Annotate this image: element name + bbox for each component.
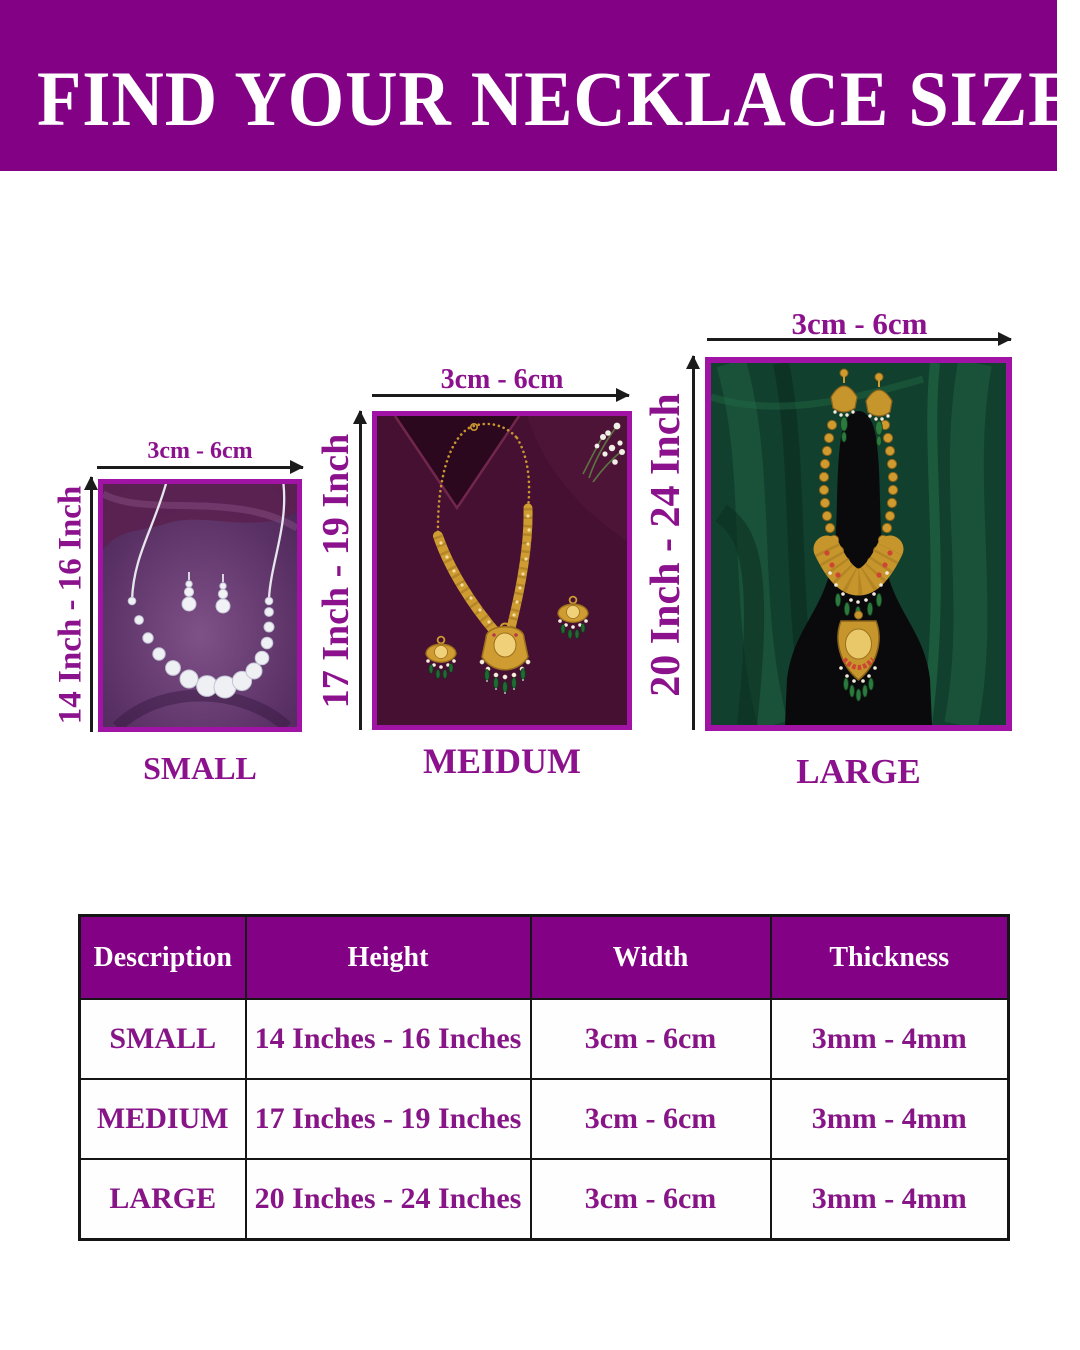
- page-title: FIND YOUR NECKLACE SIZE: [36, 55, 1078, 142]
- size-label-medium: MEIDUM: [423, 741, 581, 781]
- cell-description: SMALL: [78, 998, 247, 1080]
- pendant: [837, 610, 880, 702]
- cell-thickness: 3mm - 4mm: [769, 1078, 1010, 1160]
- earrings: [425, 595, 589, 679]
- arrow-up-icon: [84, 476, 98, 732]
- silver-necklace-illustration: [103, 484, 297, 727]
- bust: [785, 411, 932, 725]
- earrings: [830, 368, 893, 447]
- cell-width: 3cm - 6cm: [529, 998, 772, 1080]
- size-label-small: SMALL: [143, 750, 257, 786]
- height-label: 17 Inch - 19 Inch: [315, 433, 357, 709]
- cell-thickness: 3mm - 4mm: [769, 998, 1010, 1080]
- table-header-row: Description Height Width Thickness: [78, 914, 1010, 1000]
- column-header-description: Description: [78, 914, 247, 1000]
- column-header-width: Width: [529, 914, 772, 1000]
- table-row-large: LARGE 20 Inches - 24 Inches 3cm - 6cm 3m…: [78, 1158, 1010, 1241]
- column-header-thickness: Thickness: [769, 914, 1010, 1000]
- product-photo-small: [98, 479, 302, 732]
- title-banner: FIND YOUR NECKLACE SIZE: [0, 0, 1078, 171]
- column-header-height: Height: [244, 914, 532, 1000]
- table-row-small: SMALL 14 Inches - 16 Inches 3cm - 6cm 3m…: [78, 998, 1010, 1080]
- width-label: 3cm - 6cm: [440, 364, 564, 395]
- earrings: [181, 572, 231, 614]
- pendant: [479, 622, 531, 694]
- gold-necklace-illustration: [377, 416, 627, 725]
- flowers: [582, 422, 625, 483]
- product-photo-large: [705, 357, 1012, 731]
- cell-height: 14 Inches - 16 Inches: [244, 998, 532, 1080]
- size-label-large: LARGE: [796, 752, 921, 791]
- collar: [813, 535, 904, 596]
- cell-description: LARGE: [78, 1158, 247, 1241]
- size-chart-table: Description Height Width Thickness SMALL…: [78, 914, 1010, 1241]
- cell-thickness: 3mm - 4mm: [769, 1158, 1010, 1241]
- cell-width: 3cm - 6cm: [529, 1078, 772, 1160]
- width-label: 3cm - 6cm: [791, 306, 928, 341]
- cell-height: 17 Inches - 19 Inches: [244, 1078, 532, 1160]
- gold-chain: [436, 422, 531, 538]
- height-label: 20 Inch - 24 Inch: [643, 393, 689, 697]
- bead-strand: [127, 596, 275, 699]
- leaf-strands: [433, 503, 533, 639]
- gold-temple-necklace-illustration: [711, 363, 1006, 725]
- arrow-right-icon: [97, 460, 304, 474]
- arrow-up-icon: [353, 410, 367, 730]
- arrow-up-icon: [686, 355, 700, 730]
- silver-chain: [130, 484, 286, 602]
- arrow-right-icon: [372, 388, 630, 402]
- height-label: 14 Inch - 16 Inch: [52, 485, 89, 725]
- cell-height: 20 Inches - 24 Inches: [244, 1158, 532, 1241]
- pearl-fringe: [828, 571, 889, 604]
- coral-accents: [824, 550, 893, 578]
- cell-width: 3cm - 6cm: [529, 1158, 772, 1241]
- arrow-right-icon: [707, 332, 1012, 346]
- product-photo-medium: [372, 411, 632, 730]
- width-label: 3cm - 6cm: [147, 438, 253, 464]
- table-row-medium: MEDIUM 17 Inches - 19 Inches 3cm - 6cm 3…: [78, 1078, 1010, 1160]
- cell-description: MEDIUM: [78, 1078, 247, 1160]
